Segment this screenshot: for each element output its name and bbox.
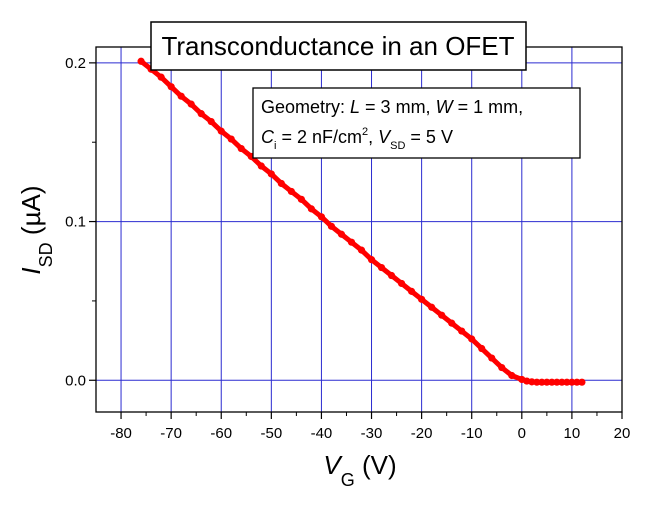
x-axis-symbol: V bbox=[323, 450, 343, 480]
data-point bbox=[488, 354, 496, 362]
data-point bbox=[227, 135, 235, 143]
data-point bbox=[397, 279, 406, 288]
chart-title: Transconductance in an OFET bbox=[161, 31, 514, 61]
y-axis-label: ISD (µA) bbox=[16, 185, 56, 274]
x-tick-label: -40 bbox=[311, 425, 333, 442]
data-point bbox=[357, 246, 366, 254]
data-point bbox=[207, 117, 215, 126]
title-box bbox=[150, 21, 527, 71]
ann-comma: , bbox=[368, 127, 378, 147]
annotation-box bbox=[252, 87, 581, 159]
x-tick-label: -80 bbox=[110, 425, 132, 442]
data-point bbox=[548, 378, 556, 386]
data-point bbox=[267, 170, 275, 178]
data-point bbox=[287, 187, 295, 196]
data-point bbox=[533, 378, 541, 386]
data-point bbox=[377, 263, 386, 272]
ann-W-symbol: W bbox=[436, 97, 455, 117]
x-tick-labels: -80 -70 -60 -50 -40 -30 -20 -10 0 10 20 bbox=[110, 425, 630, 442]
data-point bbox=[317, 213, 326, 221]
data-point bbox=[543, 378, 551, 386]
x-tick-label: -10 bbox=[461, 425, 483, 442]
x-tick-label: -50 bbox=[260, 425, 282, 442]
ann-C-symbol: C bbox=[261, 127, 275, 147]
y-axis-unit: (µA) bbox=[16, 185, 46, 242]
x-tick-label: -30 bbox=[361, 425, 383, 442]
tick-marks bbox=[89, 62, 623, 419]
annotation-line-1: Geometry: L = 3 mm, W = 1 mm, bbox=[261, 97, 523, 117]
data-point bbox=[157, 73, 165, 81]
ann-L-value: = 3 mm, bbox=[360, 97, 436, 117]
y-tick-label: 0.0 bbox=[65, 372, 86, 389]
ann-W-value: = 1 mm, bbox=[453, 97, 524, 117]
data-series bbox=[137, 57, 586, 386]
data-point bbox=[468, 335, 476, 343]
x-tick-label: -70 bbox=[160, 425, 182, 442]
data-point bbox=[197, 110, 205, 118]
x-tick-label: 0 bbox=[518, 425, 526, 442]
x-tick-label: -20 bbox=[411, 425, 433, 442]
data-point bbox=[137, 57, 145, 65]
data-point bbox=[307, 205, 316, 213]
x-tick-label: 20 bbox=[614, 425, 631, 442]
data-point bbox=[327, 222, 336, 230]
y-tick-labels: 0.0 0.1 0.2 bbox=[65, 55, 86, 389]
ann-V-symbol: V bbox=[378, 127, 392, 147]
data-point bbox=[553, 378, 561, 386]
data-point bbox=[257, 162, 265, 170]
ann-V-value: = 5 V bbox=[405, 127, 453, 147]
annotation-line-2: Ci = 2 nF/cm2, VSD = 5 V bbox=[261, 126, 453, 152]
data-point bbox=[558, 378, 566, 386]
data-point bbox=[538, 378, 546, 386]
y-tick-label: 0.1 bbox=[65, 214, 86, 231]
x-tick-label: 10 bbox=[564, 425, 581, 442]
data-point bbox=[277, 179, 285, 188]
ann-geometry-label: Geometry: bbox=[261, 97, 350, 117]
data-point bbox=[448, 319, 456, 327]
ann-L-symbol: L bbox=[350, 97, 360, 117]
data-point bbox=[563, 378, 571, 386]
data-point bbox=[478, 344, 486, 353]
data-point bbox=[177, 92, 185, 100]
y-axis-subscript: SD bbox=[36, 242, 56, 267]
data-point bbox=[408, 287, 416, 295]
data-point bbox=[237, 144, 245, 153]
ann-C-subscript: i bbox=[274, 140, 276, 152]
data-point bbox=[167, 83, 175, 91]
data-point bbox=[573, 378, 581, 386]
data-point bbox=[418, 295, 426, 303]
data-point bbox=[508, 371, 516, 380]
data-point bbox=[428, 303, 436, 311]
x-axis-subscript: G bbox=[341, 470, 355, 490]
data-point bbox=[568, 378, 576, 386]
data-point bbox=[217, 127, 225, 135]
ann-V-subscript: SD bbox=[390, 140, 405, 152]
x-axis-unit: (V) bbox=[355, 450, 397, 480]
data-point bbox=[458, 327, 466, 335]
data-point bbox=[387, 271, 396, 280]
ann-C-superscript: 2 bbox=[362, 126, 368, 138]
data-point bbox=[367, 256, 376, 264]
data-point bbox=[498, 363, 506, 372]
data-point bbox=[297, 195, 305, 203]
data-point bbox=[347, 238, 356, 246]
x-tick-label: -60 bbox=[210, 425, 232, 442]
ann-C-value: = 2 nF/cm bbox=[276, 127, 362, 147]
y-axis-symbol: I bbox=[16, 267, 46, 274]
y-tick-label: 0.2 bbox=[65, 55, 86, 72]
data-point bbox=[578, 378, 586, 386]
data-point bbox=[438, 311, 446, 319]
x-axis-label: VG (V) bbox=[323, 450, 396, 490]
data-point bbox=[187, 100, 195, 108]
data-point bbox=[337, 230, 346, 238]
